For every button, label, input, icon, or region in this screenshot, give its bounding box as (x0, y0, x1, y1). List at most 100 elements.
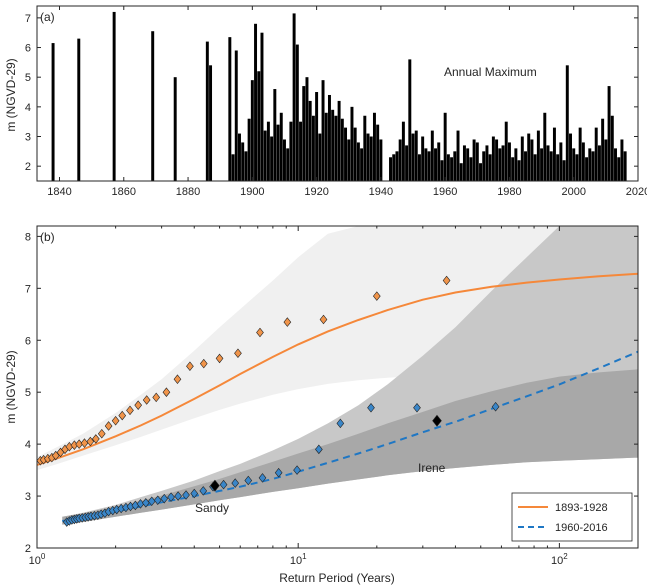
x-tick-label: 2000 (561, 186, 585, 198)
annual-max-bar (244, 151, 248, 181)
panel-b-ticks: 2 3 4 5 6 7 8 100 101 102 (25, 226, 639, 567)
y-tick-label: 2 (25, 161, 31, 173)
panel-b-x-axis-label: Return Period (Years) (279, 571, 395, 585)
data-point-1893-1928 (97, 428, 106, 439)
annual-max-bar (257, 71, 261, 181)
annual-max-bar (347, 139, 351, 181)
annual-max-bar (475, 142, 479, 181)
panel-b-y-axis-label: m (NGVD-29) (4, 350, 18, 423)
annual-max-bar (514, 148, 518, 181)
annual-max-bar (466, 148, 470, 181)
annual-max-bar (340, 118, 344, 181)
annual-max-bar (51, 43, 55, 182)
annual-max-bar (337, 100, 341, 181)
annual-max-bar (424, 148, 428, 181)
data-point-1893-1928 (234, 348, 242, 359)
annual-max-bar (462, 145, 466, 181)
annual-max-bar (366, 133, 370, 181)
x-tick-label: 1840 (47, 186, 71, 198)
panel-a-y-axis-label: m (NGVD-29) (4, 58, 18, 131)
annual-max-bar (311, 115, 315, 181)
data-point-1893-1928 (111, 415, 120, 426)
annual-max-bar (205, 41, 209, 182)
annual-max-bar (360, 148, 364, 181)
data-point-1960-2016 (153, 495, 162, 505)
annual-max-bar (511, 157, 515, 181)
annual-max-bar (417, 154, 421, 181)
data-point-1893-1928 (372, 291, 381, 301)
annual-max-bar (112, 11, 116, 181)
data-point-1960-2016 (231, 478, 240, 488)
x-tick-label: 102 (551, 552, 568, 567)
annual-max-bar (623, 151, 627, 181)
panel-a-ticks: 1840 1860 1880 1900 1920 1940 1960 1980 2000 2020… (25, 6, 647, 198)
annual-max-bar (543, 112, 547, 181)
annual-max-bar (77, 38, 81, 181)
annual-max-bar (350, 106, 354, 181)
annual-max-bar (552, 127, 556, 181)
annual-max-bar (401, 121, 405, 181)
data-point-1960-2016 (174, 491, 182, 501)
data-point-1893-1928 (173, 374, 182, 384)
data-point-1893-1928 (142, 395, 151, 405)
annual-max-bar (437, 142, 441, 181)
fit-line-1960-2016 (62, 350, 638, 522)
sandy-annotation: Sandy (195, 501, 229, 515)
y-tick-label: 3 (25, 132, 31, 144)
annual-max-bar (389, 157, 393, 181)
annual-max-bar (231, 154, 235, 181)
annual-max-bar (559, 142, 563, 181)
y-tick-label: 3 (25, 491, 31, 503)
annual-max-bar (578, 127, 582, 181)
annual-max-bar (173, 77, 177, 181)
data-point-1960-2016 (167, 492, 175, 502)
legend-label-1893-1928: 1893-1928 (555, 502, 608, 514)
y-tick-label: 4 (25, 102, 31, 114)
x-tick-label: 1920 (304, 186, 328, 198)
x-tick-label: 2020 (626, 186, 647, 198)
annual-max-bar (363, 115, 367, 181)
data-point-1893-1928 (256, 327, 264, 338)
y-tick-label: 5 (25, 72, 31, 84)
annual-max-bar (405, 145, 409, 181)
annual-max-bar (234, 50, 238, 182)
annual-max-bar (546, 145, 550, 181)
annual-max-bar (440, 160, 444, 181)
annual-max-bar (530, 139, 534, 181)
annual-max-bar (581, 142, 585, 181)
annual-max-bar (607, 86, 611, 181)
annual-max-bar (601, 118, 605, 181)
annual-max-bar (565, 65, 569, 181)
data-point-1893-1928 (134, 400, 143, 410)
annual-max-bar (273, 89, 277, 181)
annual-max-bar (260, 32, 264, 181)
y-tick-label: 7 (25, 13, 31, 25)
annual-max-bar (318, 133, 322, 181)
annual-max-bar (414, 130, 418, 181)
panel-b-label: (b) (40, 230, 55, 244)
annual-max-bar (209, 65, 213, 181)
annual-max-bar (302, 86, 306, 181)
annual-max-bar (289, 121, 293, 181)
annual-max-bar (485, 145, 489, 181)
annual-max-bar (453, 151, 457, 181)
y-tick-label: 6 (25, 43, 31, 55)
annual-max-bar (250, 80, 254, 181)
annual-max-bar (614, 148, 617, 181)
data-point-1893-1928 (186, 361, 194, 372)
data-point-1960-2016 (367, 402, 375, 413)
annual-max-bar (556, 154, 560, 181)
annual-max-bar (479, 163, 482, 181)
annual-max-bar (334, 115, 338, 181)
data-point-1893-1928 (162, 387, 171, 397)
annual-max-bar (620, 139, 624, 181)
panel-b-return-period-chart: 2 3 4 5 6 7 8 100 101 102 (b) Sandy Irene m (NGVD… (4, 225, 639, 585)
x-tick-label: 1940 (369, 186, 393, 198)
irene-annotation: Irene (418, 461, 446, 475)
annual-max-bar (588, 148, 592, 181)
data-point-1960-2016 (293, 465, 301, 475)
data-point-1960-2016 (147, 496, 156, 507)
data-point-1960-2016 (336, 418, 345, 429)
annual-max-bar (594, 127, 598, 181)
data-point-1893-1928 (442, 275, 451, 286)
